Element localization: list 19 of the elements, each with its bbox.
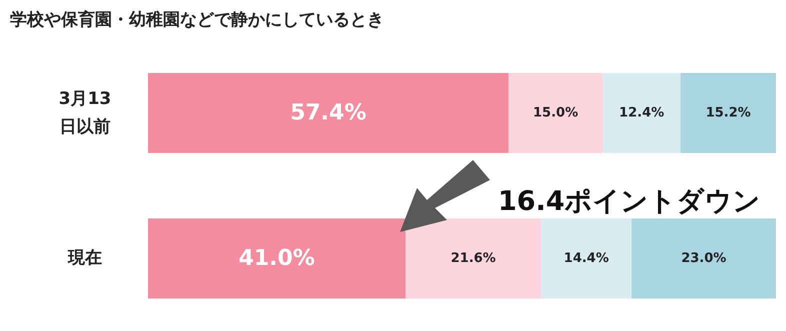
bar bbox=[602, 73, 681, 153]
data-label: 21.6% bbox=[450, 251, 496, 266]
annotation: 16.4ポイントダウン bbox=[498, 185, 761, 219]
data-label: 41.0% bbox=[238, 246, 315, 271]
data-label: 14.4% bbox=[564, 251, 609, 266]
chart-title: 学校や保育園・幼稚園などで静かにしているとき bbox=[10, 9, 384, 31]
y-tick-label: 3月13日以前 bbox=[58, 88, 112, 139]
data-label: 57.4% bbox=[290, 100, 366, 126]
data-label: 23.0% bbox=[681, 251, 726, 266]
data-label: 15.2% bbox=[706, 106, 751, 120]
bar bbox=[541, 218, 632, 298]
data-label: 15.0% bbox=[533, 106, 578, 120]
data-label: 12.4% bbox=[619, 106, 664, 120]
bar bbox=[632, 218, 776, 298]
bar bbox=[148, 73, 508, 153]
bar bbox=[508, 73, 603, 153]
bar bbox=[680, 73, 776, 153]
bar bbox=[148, 218, 406, 298]
y-tick-label: 現在 bbox=[66, 247, 103, 270]
